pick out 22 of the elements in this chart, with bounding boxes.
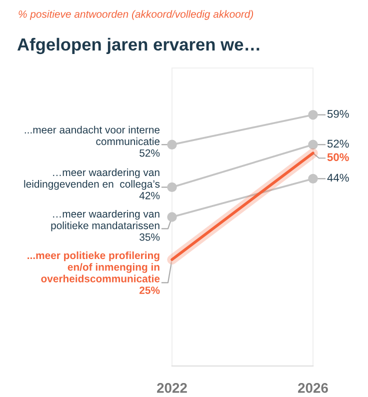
data-label: 50% bbox=[327, 153, 349, 162]
series-label: …meer waardering van politieke mandatarissen bbox=[51, 210, 160, 232]
series-label: ...meer politieke profilering en/of inmenging in overheidscommunicatie bbox=[28, 251, 160, 282]
data-label: 59% bbox=[327, 110, 349, 118]
data-label: 52% bbox=[140, 149, 160, 157]
data-label: 52% bbox=[327, 140, 349, 148]
point bbox=[167, 182, 177, 192]
point bbox=[167, 140, 177, 150]
point bbox=[167, 212, 177, 222]
point bbox=[308, 174, 318, 184]
data-label: 35% bbox=[140, 233, 160, 241]
chart-subtitle: % positieve antwoorden (akkoord/volledig akkoord) bbox=[18, 10, 254, 20]
x-tick-label: 2022 bbox=[157, 383, 187, 393]
data-label: 25% bbox=[140, 286, 160, 294]
x-tick-label: 2026 bbox=[298, 383, 328, 393]
data-label: 44% bbox=[327, 174, 349, 182]
point bbox=[308, 110, 318, 120]
series-label: …meer waardering van leidinggevenden en collega’s bbox=[24, 168, 160, 190]
data-label: 42% bbox=[139, 192, 160, 200]
chart-title: Afgelopen jaren ervaren we… bbox=[17, 38, 260, 54]
series-label: ...meer aandacht voor interne communicatie bbox=[24, 126, 160, 146]
point bbox=[308, 140, 318, 150]
